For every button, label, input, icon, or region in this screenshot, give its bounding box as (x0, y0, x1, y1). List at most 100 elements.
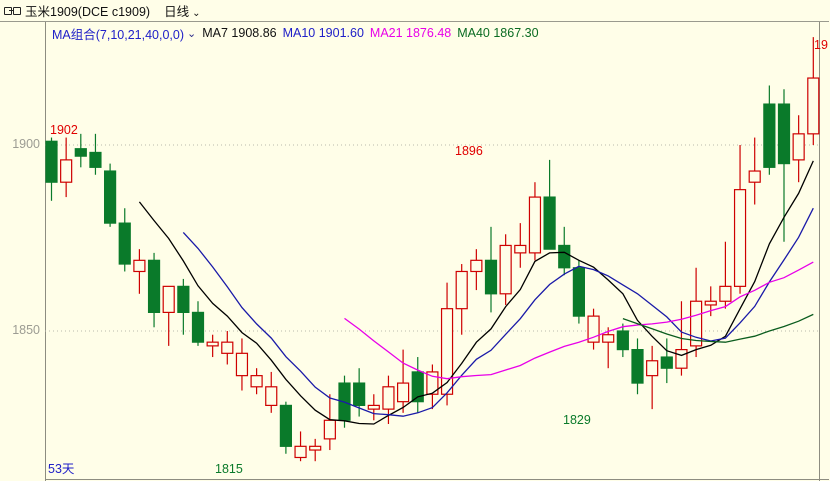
indicator-legend: MA组合(7,10,21,40,0,0) ⌄ MA7 1908.86 MA10 … (52, 25, 545, 42)
candle-body (704, 300, 717, 306)
high-label-1896: 1896 (455, 144, 483, 158)
candle-body (162, 285, 175, 313)
candle (323, 394, 336, 451)
candle (206, 334, 219, 358)
chart-frame (0, 21, 829, 481)
chevron-down-icon[interactable]: ⌄ (187, 27, 197, 40)
candle (646, 345, 659, 410)
candle (572, 260, 586, 324)
candle-body (777, 103, 791, 165)
right-border (819, 22, 820, 481)
ma-line-ma7 (138, 160, 814, 425)
window-restore-icon[interactable] (4, 4, 21, 18)
candle-body (250, 375, 263, 388)
candle-body (191, 311, 205, 343)
ma21-value: MA21 1876.48 (369, 26, 452, 40)
candle (397, 349, 410, 413)
candle (689, 267, 703, 358)
candle (660, 338, 673, 384)
candle-body (397, 382, 410, 403)
candle (235, 338, 249, 391)
candle-body (733, 189, 747, 287)
candle-body (89, 151, 102, 168)
candle-body (60, 159, 73, 183)
chevron-down-icon: ⌄ (192, 8, 201, 19)
instrument-title: 玉米1909(DCE c1909) (25, 5, 151, 19)
candle (265, 371, 278, 413)
candle-body (470, 259, 483, 273)
candle-body (792, 133, 805, 161)
candle-body (631, 349, 644, 384)
low-label-1815: 1815 (215, 462, 243, 476)
candle (382, 375, 395, 424)
candle-body (616, 330, 629, 351)
ma7-value: MA7 1908.86 (202, 26, 277, 40)
candle-body (367, 404, 380, 410)
candle-body (587, 315, 600, 343)
candle-body (748, 170, 761, 183)
ma-line-ma10 (182, 207, 814, 417)
candle-body (484, 259, 498, 295)
bar-count-label: 53天 (48, 462, 75, 476)
candle (279, 401, 292, 454)
candle-body (74, 148, 87, 157)
candle-body (309, 445, 322, 451)
candle-body (45, 140, 58, 183)
high-label-right: 19 (814, 38, 828, 52)
candle-body (543, 196, 556, 250)
ma10-value: MA10 1901.60 (282, 26, 364, 40)
plot-area[interactable] (45, 21, 830, 480)
candle (162, 285, 175, 346)
candle (118, 208, 131, 272)
candle (587, 308, 600, 350)
candle (45, 137, 58, 201)
candle (133, 249, 146, 294)
candle (514, 223, 527, 268)
candle (74, 133, 87, 168)
candle-body (528, 196, 542, 254)
candle-body (675, 349, 688, 369)
candle-body (558, 244, 571, 269)
period-selector[interactable]: 日线 ⌄ (164, 1, 200, 20)
candle-body (689, 300, 703, 347)
candle (558, 226, 571, 276)
candle (484, 226, 498, 313)
candle (455, 264, 468, 335)
candle-body (118, 222, 131, 265)
candlestick-svg (45, 37, 821, 462)
candle (440, 282, 454, 406)
candle (499, 234, 512, 305)
candle-body (455, 270, 468, 310)
candle-body (646, 360, 659, 377)
candle-body (206, 341, 219, 347)
candle-body (323, 419, 336, 440)
candle-body (572, 267, 586, 317)
candle (528, 182, 542, 261)
candle-body (719, 285, 732, 302)
candle (543, 159, 556, 250)
candle (103, 163, 117, 227)
candle-body (279, 404, 292, 447)
ma40-value: MA40 1867.30 (457, 26, 539, 40)
candle (191, 301, 205, 346)
candle-body (294, 445, 307, 459)
candle (89, 133, 102, 175)
y-axis-tick-1850: 1850 (12, 323, 40, 337)
candle-body (235, 352, 249, 377)
candle (309, 438, 322, 462)
indicator-name[interactable]: MA组合(7,10,21,40,0,0) (52, 27, 185, 42)
candle (367, 394, 380, 421)
candle (807, 37, 820, 145)
candle-body (499, 244, 512, 295)
candle (748, 137, 761, 205)
period-label: 日线 (164, 5, 190, 19)
candle (250, 368, 263, 395)
candle-body (265, 386, 278, 406)
candle (602, 327, 615, 369)
candle-body (602, 334, 615, 343)
candle (60, 137, 73, 198)
ma-line-ma40 (622, 313, 814, 343)
candle-body (660, 356, 673, 369)
candle-body (147, 259, 161, 314)
